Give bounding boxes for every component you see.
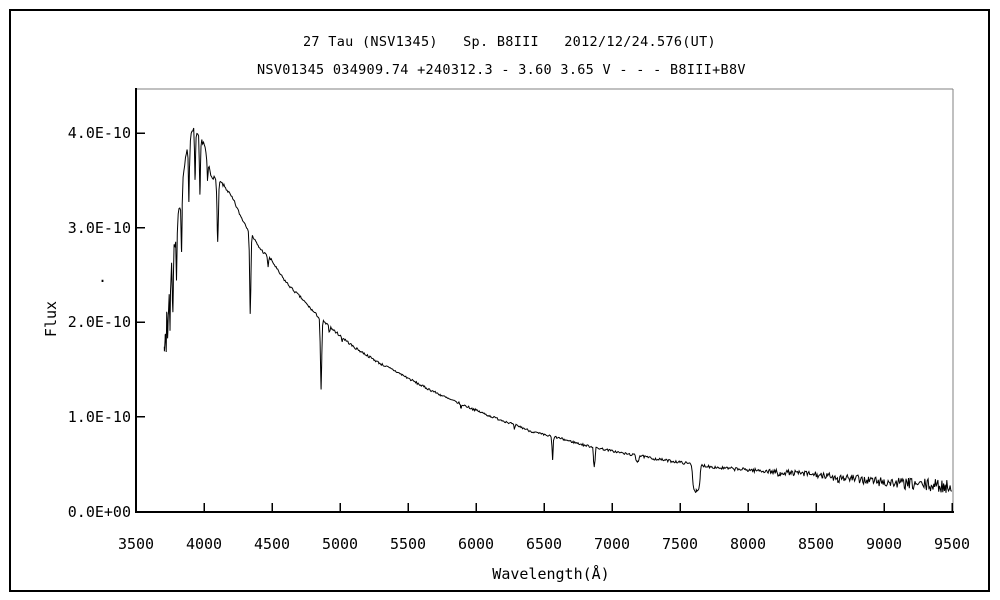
axis-tick-marks — [135, 132, 953, 511]
chart-title-line2: NSV01345 034909.74 +240312.3 - 3.60 3.65… — [257, 62, 746, 78]
x-tick-label: 3500 — [117, 535, 155, 553]
spectrum-plot — [135, 88, 954, 513]
x-tick-label: 8000 — [729, 535, 767, 553]
x-tick-label: 5500 — [389, 535, 427, 553]
x-tick-label: 4000 — [185, 535, 223, 553]
y-tick-label: 3.0E-10 — [67, 218, 131, 237]
y-tick-label: 2.0E-10 — [67, 313, 131, 332]
x-tick-label: 4500 — [253, 535, 291, 553]
y-tick-label: 1.0E-10 — [67, 407, 131, 426]
chart-title-line1: 27 Tau (NSV1345) Sp. B8III 2012/12/24.57… — [303, 34, 716, 50]
x-tick-label: 6000 — [457, 535, 495, 553]
x-tick-label: 5000 — [321, 535, 359, 553]
spectrum-line — [163, 127, 953, 494]
x-tick-label: 9000 — [865, 535, 903, 553]
x-tick-label: 7000 — [593, 535, 631, 553]
y-axis-label: Flux — [42, 300, 60, 338]
flux-label-dot: . — [98, 268, 108, 286]
x-tick-label: 9500 — [933, 535, 971, 553]
x-tick-label: 6500 — [525, 535, 563, 553]
x-axis-label: Wavelength(Å) — [492, 565, 610, 583]
y-tick-label: 0.0E+00 — [67, 502, 131, 521]
outer-border: 27 Tau (NSV1345) Sp. B8III 2012/12/24.57… — [9, 9, 990, 592]
x-tick-label: 8500 — [797, 535, 835, 553]
x-tick-label: 7500 — [661, 535, 699, 553]
y-tick-label: 4.0E-10 — [67, 124, 131, 143]
